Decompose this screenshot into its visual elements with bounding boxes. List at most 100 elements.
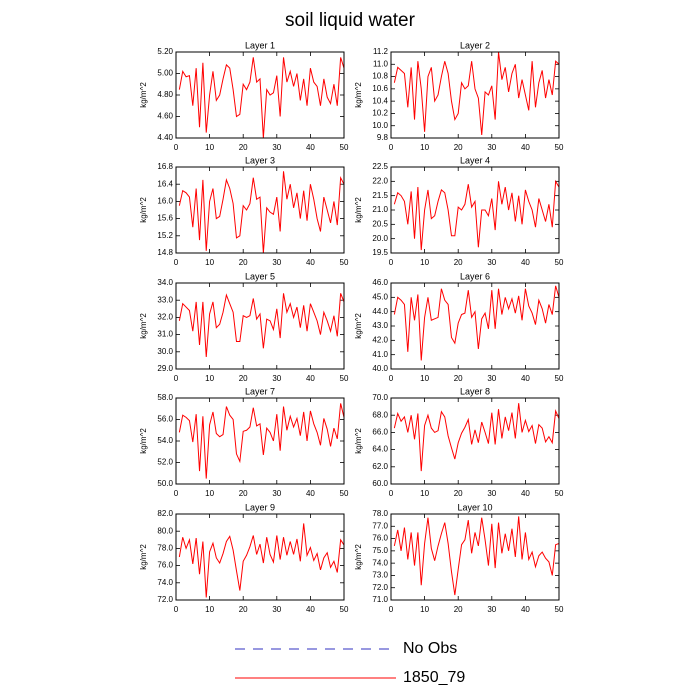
x-tick-label: 50	[555, 258, 564, 267]
y-tick-label: 16.4	[157, 179, 173, 188]
legend-label: No Obs	[403, 640, 457, 657]
y-tick-label: 32.0	[157, 313, 173, 322]
y-tick-label: 76.0	[157, 561, 173, 570]
y-tick-label: 20.5	[372, 219, 388, 228]
y-tick-label: 45.0	[372, 292, 388, 301]
plot-frame	[390, 282, 560, 370]
panel: Layer 9 kg/m^2 72.0 74.0 76.0 78.0 80.0 82.0 0 10…	[139, 502, 349, 614]
panel: Layer 4 kg/m^2 19.5 20.0 20.5 21.0 21.5 22.0 22.…	[354, 155, 564, 267]
x-tick-label: 40	[521, 489, 530, 498]
x-tick-label: 30	[272, 374, 281, 383]
y-tick-label: 42.0	[372, 335, 388, 344]
plot-frame	[390, 166, 560, 254]
panel: Layer 8 kg/m^2 60.0 62.0 64.0 66.0 68.0 70.0 0 10…	[354, 386, 564, 498]
x-tick-label: 50	[340, 489, 349, 498]
y-tick-label: 58.0	[157, 393, 173, 402]
x-tick-label: 30	[272, 605, 281, 614]
y-tick-label: 30.0	[157, 347, 173, 356]
x-tick-label: 10	[420, 605, 429, 614]
x-tick-label: 30	[272, 258, 281, 267]
y-tick-label: 52.0	[157, 458, 173, 467]
data-line	[393, 516, 560, 596]
x-tick-label: 30	[487, 374, 496, 383]
y-tick-label: 15.6	[157, 214, 173, 223]
y-axis-label: kg/m^2	[139, 197, 148, 223]
y-tick-label: 21.5	[372, 191, 388, 200]
y-tick-label: 19.5	[372, 248, 388, 257]
y-axis-label: kg/m^2	[139, 544, 148, 570]
x-tick-label: 40	[306, 605, 315, 614]
y-axis-label: kg/m^2	[139, 82, 148, 108]
x-tick-label: 30	[272, 489, 281, 498]
y-tick-label: 44.0	[372, 307, 388, 316]
data-line	[178, 293, 345, 357]
x-tick-label: 50	[340, 374, 349, 383]
y-tick-label: 22.5	[372, 162, 388, 171]
x-tick-label: 40	[306, 374, 315, 383]
legend-label: 1850_79	[403, 669, 465, 686]
y-tick-label: 73.0	[372, 571, 388, 580]
figure-title: soil liquid water	[285, 10, 416, 31]
panel-title: Layer 9	[245, 502, 275, 512]
x-tick-label: 10	[420, 489, 429, 498]
y-tick-label: 4.80	[157, 90, 173, 99]
x-tick-label: 0	[174, 258, 179, 267]
y-tick-label: 20.0	[372, 234, 388, 243]
y-tick-label: 77.0	[372, 521, 388, 530]
y-tick-label: 54.0	[157, 436, 173, 445]
x-tick-label: 0	[389, 605, 394, 614]
y-tick-label: 41.0	[372, 350, 388, 359]
x-tick-label: 30	[487, 258, 496, 267]
x-tick-label: 30	[487, 143, 496, 152]
x-tick-label: 20	[454, 489, 463, 498]
x-tick-label: 10	[205, 605, 214, 614]
x-tick-label: 40	[306, 258, 315, 267]
y-tick-label: 66.0	[372, 428, 388, 437]
data-line	[178, 171, 345, 254]
data-line	[178, 523, 345, 598]
y-tick-label: 43.0	[372, 321, 388, 330]
y-tick-label: 62.0	[372, 462, 388, 471]
y-tick-label: 21.0	[372, 205, 388, 214]
plot-frame	[175, 166, 345, 254]
x-tick-label: 20	[454, 258, 463, 267]
data-line	[178, 403, 345, 479]
x-tick-label: 0	[174, 374, 179, 383]
y-tick-label: 56.0	[157, 415, 173, 424]
x-tick-label: 0	[389, 258, 394, 267]
y-tick-label: 78.0	[157, 544, 173, 553]
x-tick-label: 0	[389, 374, 394, 383]
y-axis-label: kg/m^2	[354, 313, 363, 339]
y-tick-label: 72.0	[372, 583, 388, 592]
data-line	[178, 57, 345, 139]
y-tick-label: 74.0	[372, 558, 388, 567]
x-tick-label: 20	[239, 143, 248, 152]
plot-frame	[175, 51, 345, 139]
x-tick-label: 50	[340, 143, 349, 152]
y-axis-label: kg/m^2	[354, 197, 363, 223]
y-tick-label: 33.0	[157, 295, 173, 304]
x-tick-label: 20	[454, 605, 463, 614]
x-tick-label: 20	[454, 374, 463, 383]
x-tick-label: 30	[272, 143, 281, 152]
panel: Layer 7 kg/m^2 50.0 52.0 54.0 56.0 58.0 0 10 20 30…	[139, 386, 349, 498]
y-tick-label: 11.2	[373, 47, 389, 56]
x-tick-label: 10	[205, 258, 214, 267]
y-tick-label: 22.0	[372, 176, 388, 185]
y-axis-label: kg/m^2	[354, 82, 363, 108]
panel-title: Layer 10	[457, 502, 492, 512]
y-tick-label: 5.20	[157, 47, 173, 56]
plot-frame	[390, 397, 560, 485]
x-tick-label: 20	[454, 143, 463, 152]
x-tick-label: 10	[205, 374, 214, 383]
y-axis-label: kg/m^2	[139, 313, 148, 339]
x-tick-label: 50	[555, 605, 564, 614]
panel-title: Layer 5	[245, 271, 275, 281]
y-tick-label: 14.8	[157, 248, 173, 257]
panel: Layer 1 kg/m^2 4.40 4.60 4.80 5.00 5.20 0 10 20 30…	[139, 40, 349, 152]
y-tick-label: 70.0	[372, 393, 388, 402]
y-tick-label: 40.0	[372, 364, 388, 373]
x-tick-label: 10	[205, 489, 214, 498]
y-tick-label: 72.0	[157, 595, 173, 604]
